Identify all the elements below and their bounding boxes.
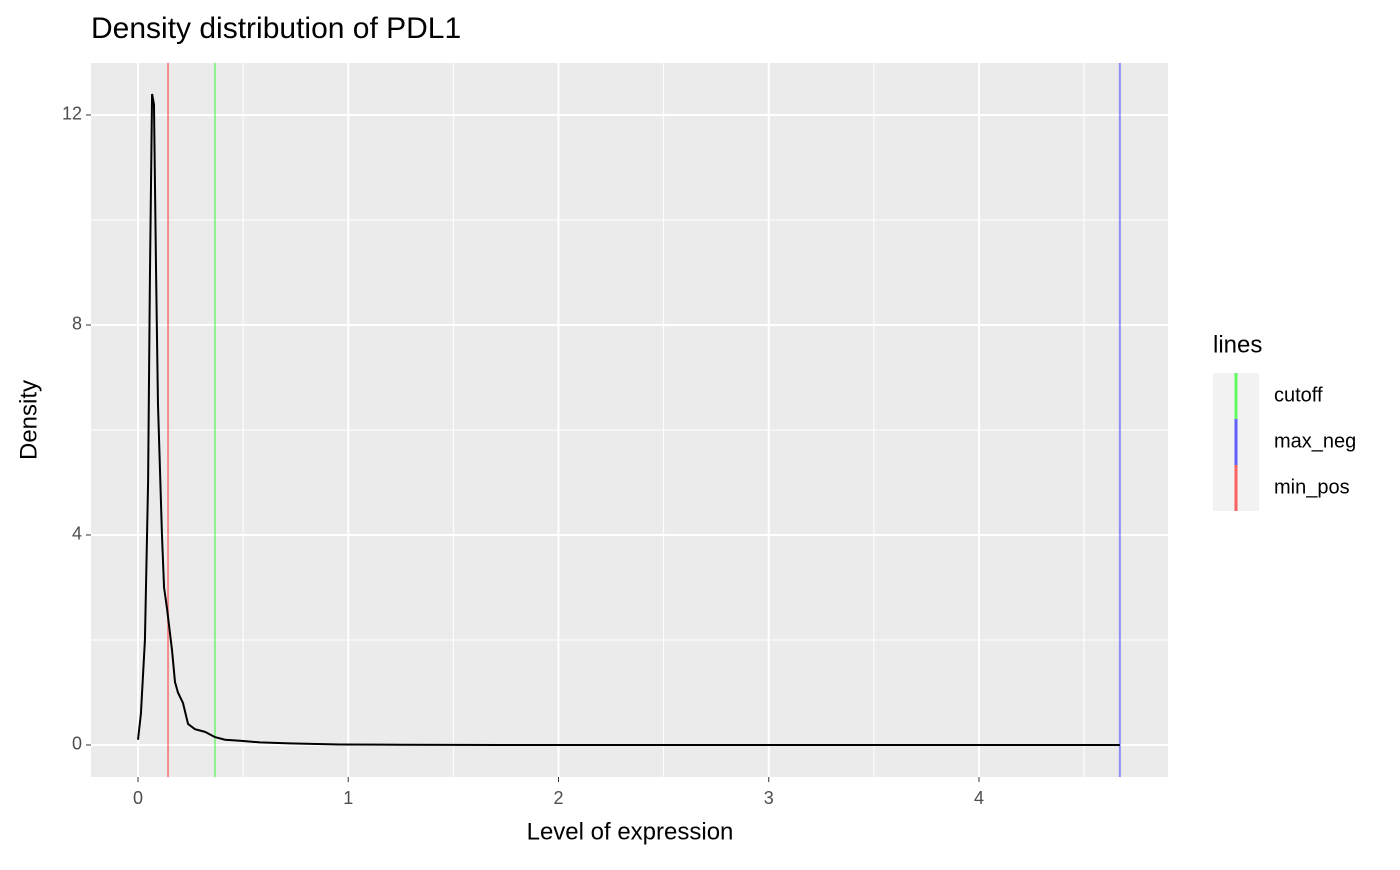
legend-title: lines: [1213, 331, 1262, 358]
density-line: [136, 93, 1120, 746]
x-axis-label: Level of expression: [527, 818, 734, 845]
x-tick-label: 0: [133, 788, 143, 808]
y-tick-label: 4: [72, 524, 82, 544]
legend-label: cutoff: [1274, 384, 1323, 406]
x-tick-label: 4: [974, 788, 984, 808]
x-tick-label: 3: [764, 788, 774, 808]
legend-label: max_neg: [1274, 430, 1356, 452]
y-tick-label: 0: [72, 734, 82, 754]
legend-label: min_pos: [1274, 476, 1350, 498]
y-axis-label: Density: [15, 380, 42, 460]
x-tick-label: 1: [343, 788, 353, 808]
y-tick-label: 8: [72, 314, 82, 334]
chart-title: Density distribution of PDL1: [91, 12, 461, 45]
x-tick-label: 2: [553, 788, 563, 808]
plot-panel: [91, 63, 1168, 777]
y-tick-label: 12: [62, 104, 82, 124]
